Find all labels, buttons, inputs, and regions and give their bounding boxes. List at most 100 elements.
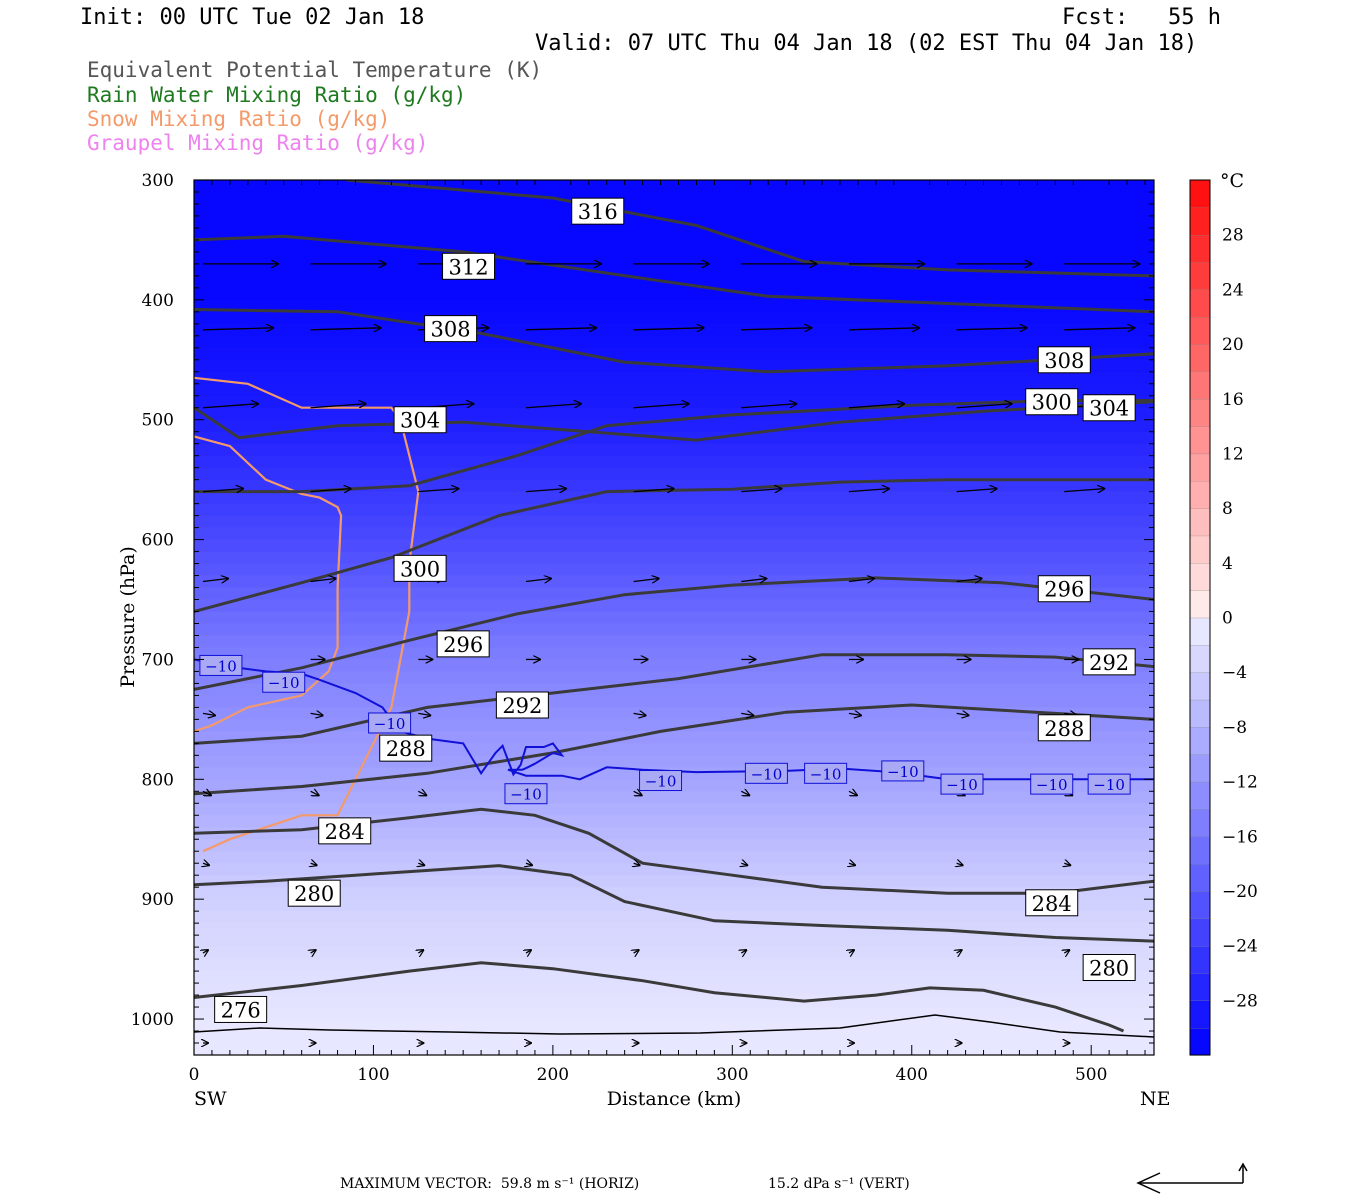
temp-band [194, 959, 1154, 973]
wind-vector [633, 328, 704, 330]
temp-band [194, 371, 1154, 385]
theta-e-label-box [214, 995, 268, 1023]
wind-vector [203, 950, 208, 953]
temp-band [194, 287, 1154, 301]
temp-band [194, 995, 1154, 1009]
temp-band [194, 1043, 1154, 1055]
theta-e-label: 284 [1032, 892, 1072, 916]
isotherm-label-box [368, 712, 412, 734]
theta-e-label: 296 [1044, 578, 1084, 602]
colorbar-unit: °C [1220, 170, 1244, 192]
isotherm-label-box [744, 762, 788, 784]
terrain-line [194, 1014, 1154, 1038]
wind-vector [418, 713, 430, 715]
theta-e-label: 312 [448, 255, 488, 279]
theta-e-contour [194, 807, 1154, 895]
wind-vector [310, 404, 366, 409]
wind-vector [310, 579, 336, 582]
colorbar-tick-label: 20 [1222, 335, 1244, 355]
wind-vector [634, 950, 639, 953]
y-tick-label: 700 [142, 650, 174, 670]
colorbar-bin [1189, 754, 1211, 783]
colorbar-frame [1189, 179, 1211, 1056]
wind-vector [741, 863, 747, 865]
isotherm-label: −10 [1093, 776, 1125, 794]
x-tick-label: 0 [189, 1065, 200, 1085]
temp-band [194, 923, 1154, 937]
legend-graupel: Graupel Mixing Ratio (g/kg) [87, 131, 429, 155]
theta-e-label: 304 [400, 409, 440, 433]
theta-e-label: 308 [1044, 349, 1084, 373]
temp-band [194, 791, 1154, 805]
isotherm-label-box [504, 783, 548, 805]
y-tick-label: 800 [142, 770, 174, 790]
wind-vector [848, 791, 857, 795]
temp-band [194, 815, 1154, 829]
y-tick-label: 300 [142, 171, 174, 191]
colorbar-bin [1189, 808, 1211, 837]
isotherm-minus10 [194, 658, 1154, 781]
colorbar-bin [1189, 453, 1211, 482]
theta-e-label: 296 [443, 633, 483, 657]
temp-band [194, 743, 1154, 757]
wind-vector [525, 579, 551, 582]
isotherm-label: −10 [946, 776, 978, 794]
theta-e-label-box [1037, 714, 1091, 742]
isotherm-label: −10 [205, 657, 237, 675]
theta-e-label-box [571, 197, 625, 225]
colorbar-tick-label: −8 [1222, 718, 1247, 738]
colorbar: 28 24 20 16 12 8 4 0 −4 −8 −12 −16 −20 −24 −28 [1189, 179, 1258, 1056]
temp-band [194, 683, 1154, 697]
wind-vector [634, 863, 640, 865]
temp-band [194, 515, 1154, 529]
temp-band [194, 899, 1154, 913]
colorbar-bin [1189, 371, 1211, 400]
wind-vector [741, 579, 766, 582]
isotherm-label-box [1030, 773, 1074, 795]
colorbar-bin [1189, 234, 1211, 263]
isotherm-label: −10 [887, 763, 919, 781]
temp-band [194, 335, 1154, 349]
colorbar-bin [1189, 1027, 1211, 1056]
isotherm-labels: −10 −10 −10 −10 −10 −10 −10 −10 −10 −10 −10 [199, 654, 1131, 805]
theta-e-label-box [1082, 648, 1136, 676]
wind-vector [526, 863, 532, 865]
wind-vector [741, 489, 781, 492]
colorbar-tick-label: −28 [1222, 991, 1258, 1011]
isotherm-line [194, 658, 1154, 781]
colorbar-bin [1189, 836, 1211, 865]
wind-vector [741, 713, 753, 715]
theta-e-label-box [1082, 394, 1136, 422]
plot-frame [193, 179, 1155, 1056]
isotherm-label: −10 [374, 715, 406, 733]
temp-band [194, 875, 1154, 889]
wind-vector [525, 328, 596, 330]
y-tick-label: 400 [142, 291, 174, 311]
wind-vector [418, 863, 424, 865]
x-right-end-label: NE [1140, 1088, 1171, 1110]
colorbar-bin [1189, 316, 1211, 345]
wind-vector [741, 950, 746, 953]
isotherm-label: −10 [645, 773, 677, 791]
x-tick-label: 100 [357, 1065, 389, 1085]
theta-e-contour [346, 180, 1154, 278]
y-tick-label: 900 [142, 890, 174, 910]
theta-e-label: 316 [578, 200, 618, 224]
wind-vector [202, 328, 273, 330]
wind-vector [310, 489, 351, 492]
theta-e-contour [194, 478, 1154, 613]
temp-band [194, 599, 1154, 613]
wind-vector [956, 489, 997, 492]
max-vector-horiz: MAXIMUM VECTOR: 59.8 m s⁻¹ (HORIZ) [340, 1176, 640, 1192]
temp-band [194, 839, 1154, 853]
wind-vector [633, 579, 659, 582]
theta-e-contour [194, 308, 1154, 374]
isotherm-label: −10 [268, 674, 300, 692]
wind-vector [311, 950, 316, 953]
temp-band [194, 647, 1154, 661]
legend-snow: Snow Mixing Ratio (g/kg) [87, 107, 391, 131]
theta-e-contour [194, 653, 1154, 745]
theta-e-label: 284 [325, 820, 365, 844]
theta-e-label: 300 [1032, 391, 1072, 415]
colorbar-bin [1189, 343, 1211, 373]
